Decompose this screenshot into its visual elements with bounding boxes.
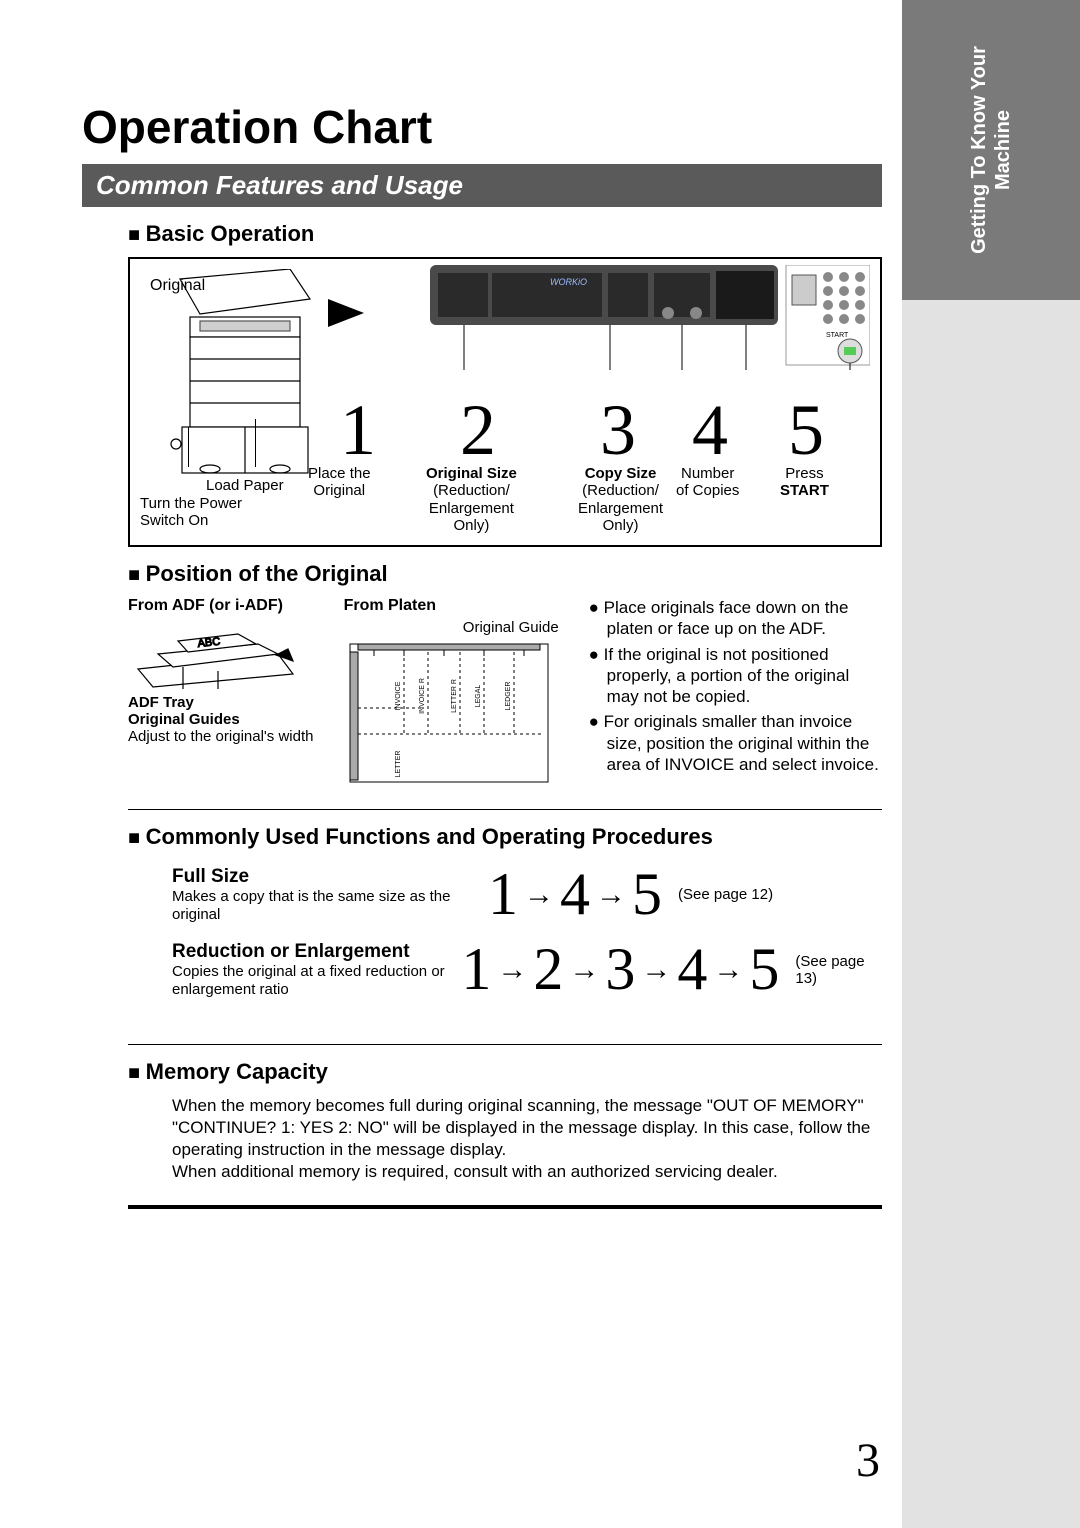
bullet-item: Place originals face down on the platen … bbox=[589, 597, 882, 640]
step3-text: Copy Size (Reduction/ Enlargement Only) bbox=[578, 465, 663, 534]
page-number: 3 bbox=[856, 1433, 880, 1488]
func-full-size: Full Size Makes a copy that is the same … bbox=[172, 860, 882, 929]
svg-text:WORKiO: WORKiO bbox=[550, 277, 587, 287]
platen-diagram-icon: INVOICE INVOICE R LETTER R LEGAL LEDGER … bbox=[344, 638, 554, 788]
step-num-5: 5 bbox=[788, 389, 824, 472]
adf-tray-label: ADF Tray bbox=[128, 694, 324, 711]
svg-text:LEDGER: LEDGER bbox=[505, 682, 512, 711]
arrow-icon bbox=[328, 299, 364, 327]
adf-title: From ADF (or i-ADF) bbox=[128, 597, 324, 615]
platen-title: From Platen bbox=[344, 597, 559, 615]
svg-text:LETTER: LETTER bbox=[395, 751, 402, 778]
step2-text: Original Size (Reduction/ Enlargement On… bbox=[426, 465, 517, 534]
adf-icon: ABC bbox=[128, 619, 298, 689]
original-guides-label: Original Guides bbox=[128, 711, 324, 728]
full-size-ref: (See page 12) bbox=[678, 886, 773, 903]
control-panel-icon: WORKiO START bbox=[430, 265, 870, 370]
svg-text:LEGAL: LEGAL bbox=[475, 685, 482, 708]
full-size-desc: Makes a copy that is the same size as th… bbox=[172, 888, 472, 924]
sub-memory-capacity: Memory Capacity bbox=[128, 1059, 882, 1085]
full-size-title: Full Size bbox=[172, 866, 472, 888]
sub-position-original: Position of the Original bbox=[128, 561, 882, 587]
svg-text:INVOICE R: INVOICE R bbox=[419, 678, 426, 714]
full-size-sequence: 1→ 4→ 5 bbox=[488, 860, 662, 929]
svg-text:START: START bbox=[826, 332, 849, 339]
sub-basic-operation: Basic Operation bbox=[128, 221, 882, 247]
svg-text:INVOICE: INVOICE bbox=[395, 681, 402, 710]
bullet-item: For originals smaller than invoice size,… bbox=[589, 711, 882, 775]
red-enl-title: Reduction or Enlargement bbox=[172, 941, 445, 963]
side-tab-text: Getting To Know YourMachine bbox=[967, 46, 1015, 254]
step-num-2: 2 bbox=[460, 389, 496, 472]
page-content: Operation Chart Common Features and Usag… bbox=[82, 100, 882, 1209]
side-gray-strip bbox=[902, 300, 1080, 1528]
sub-common-functions: Commonly Used Functions and Operating Pr… bbox=[128, 824, 882, 850]
label-load-paper: Load Paper bbox=[206, 477, 284, 494]
copier-icon bbox=[140, 269, 320, 489]
step5-text: PressSTART bbox=[780, 465, 829, 500]
page-title: Operation Chart bbox=[82, 100, 882, 154]
label-original: Original bbox=[150, 277, 205, 295]
side-tab: Getting To Know YourMachine bbox=[902, 0, 1080, 300]
position-original-content: From ADF (or i-ADF) ABC ADF Tray Origina… bbox=[128, 597, 882, 793]
step1-text: Place theOriginal bbox=[308, 465, 371, 500]
svg-text:LETTER R: LETTER R bbox=[451, 679, 458, 713]
step-num-4: 4 bbox=[692, 389, 728, 472]
original-guides-desc: Adjust to the original's width bbox=[128, 728, 324, 745]
red-enl-sequence: 1→ 2→ 3→ 4→ 5 bbox=[461, 935, 779, 1004]
divider bbox=[128, 809, 882, 810]
label-turn-power: Turn the PowerSwitch On bbox=[140, 495, 242, 530]
basic-operation-diagram: Original Load Paper Turn the PowerSwitch… bbox=[128, 257, 882, 547]
func-reduction-enlargement: Reduction or Enlargement Copies the orig… bbox=[172, 935, 882, 1004]
position-bullets: Place originals face down on the platen … bbox=[589, 597, 882, 793]
bullet-item: If the original is not positioned proper… bbox=[589, 644, 882, 708]
step4-text: Numberof Copies bbox=[676, 465, 739, 500]
red-enl-ref: (See page 13) bbox=[795, 953, 882, 987]
section-banner: Common Features and Usage bbox=[82, 164, 882, 207]
step-num-3: 3 bbox=[600, 389, 636, 472]
original-guide-label: Original Guide bbox=[344, 619, 559, 636]
thick-divider bbox=[128, 1205, 882, 1209]
step-num-1: 1 bbox=[340, 389, 376, 472]
red-enl-desc: Copies the original at a fixed reduction… bbox=[172, 963, 445, 999]
memory-text: When the memory becomes full during orig… bbox=[172, 1095, 872, 1183]
svg-text:ABC: ABC bbox=[197, 636, 221, 650]
divider bbox=[128, 1044, 882, 1045]
